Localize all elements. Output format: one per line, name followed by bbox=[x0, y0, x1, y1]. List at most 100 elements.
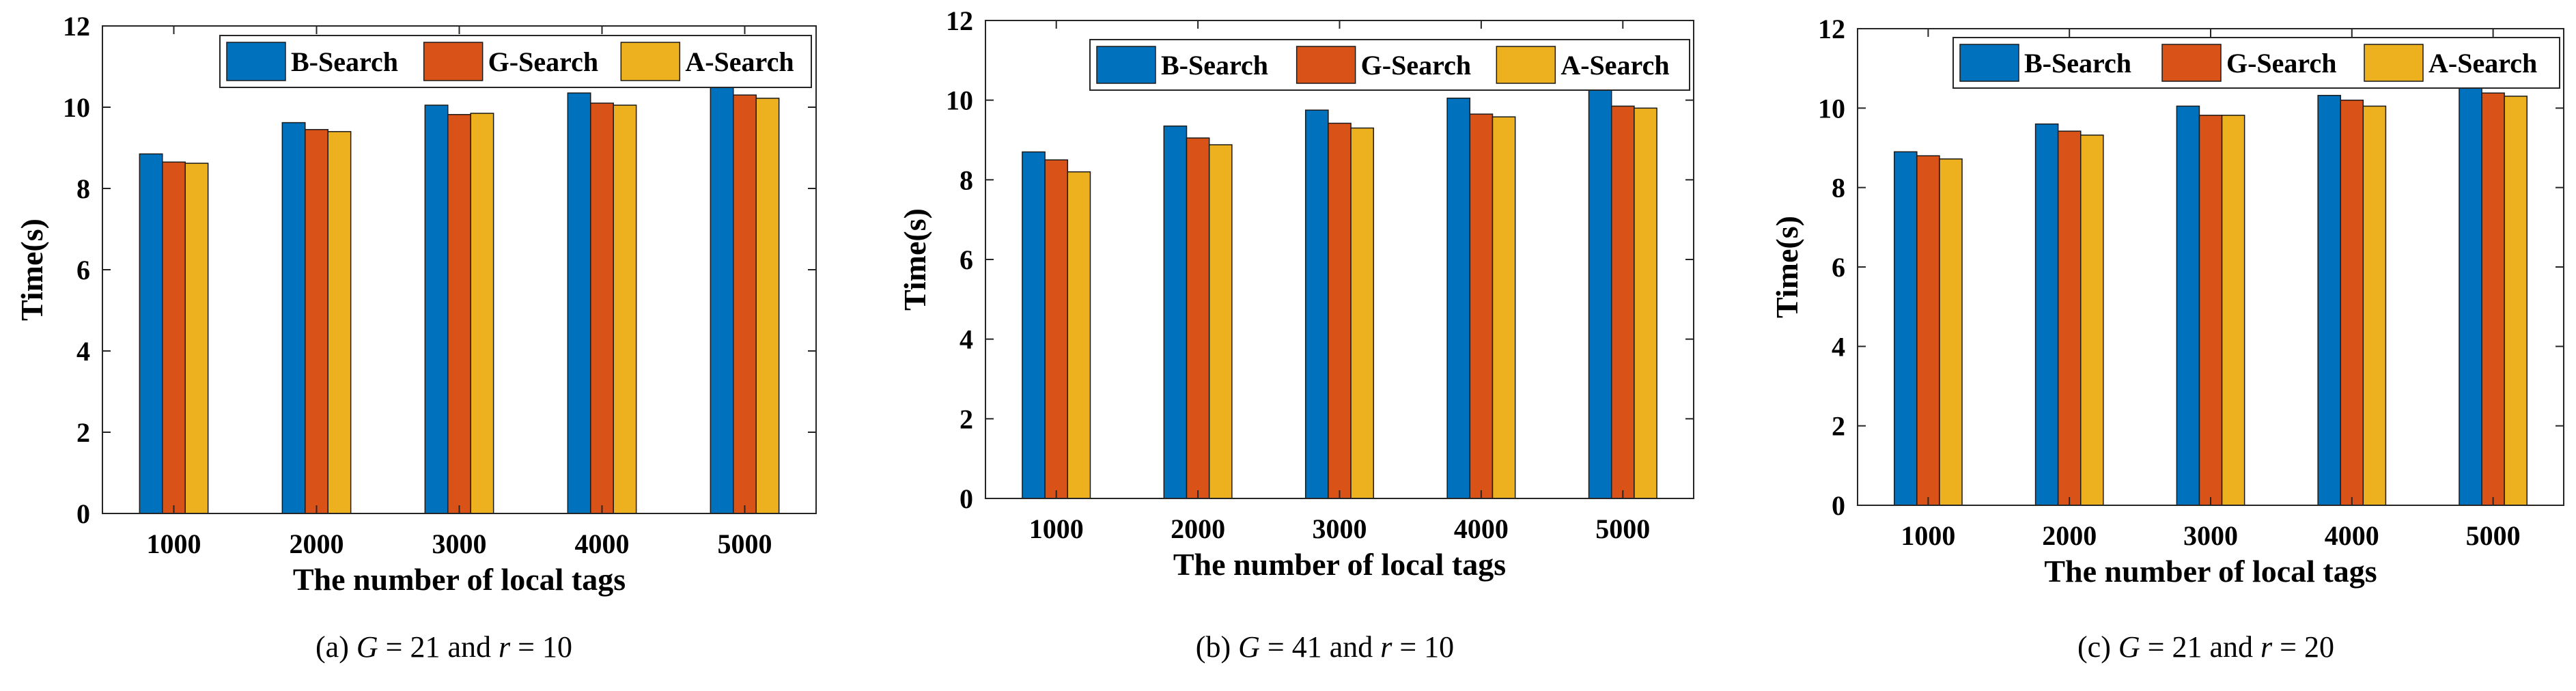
bar-a-search-2000 bbox=[327, 130, 352, 514]
bar-g-search-1000 bbox=[1044, 159, 1069, 499]
caption-text: = 10 bbox=[1392, 630, 1454, 664]
legend: B-Search G-Search A-Search bbox=[219, 35, 812, 88]
x-tick-label: 3000 bbox=[432, 528, 487, 559]
bar-a-search-5000 bbox=[755, 98, 780, 514]
caption-text: = 41 and bbox=[1260, 630, 1380, 664]
y-tick-label: 6 bbox=[960, 244, 973, 275]
y-tick-label: 0 bbox=[1832, 490, 1845, 521]
bar-a-search-1000 bbox=[1939, 158, 1963, 506]
bar-b-search-5000 bbox=[1588, 89, 1612, 499]
y-tick-label: 6 bbox=[76, 255, 90, 285]
legend-label-g-search: G-Search bbox=[488, 46, 598, 77]
caption-variable: r bbox=[2260, 630, 2273, 664]
bar-a-search-1000 bbox=[1067, 171, 1091, 499]
x-tick-label: 1000 bbox=[147, 528, 201, 559]
x-axis-label: The number of local tags bbox=[2044, 554, 2377, 589]
y-tick-label: 0 bbox=[76, 498, 90, 529]
bar-a-search-4000 bbox=[1492, 116, 1516, 499]
bar-b-search-5000 bbox=[2459, 83, 2482, 506]
y-tick-label: 10 bbox=[63, 92, 90, 123]
x-tick-label: 4000 bbox=[2325, 520, 2379, 551]
x-tick-label: 4000 bbox=[1454, 513, 1509, 544]
bar-b-search-1000 bbox=[1022, 151, 1046, 499]
x-tick-label: 1000 bbox=[1901, 520, 1955, 551]
x-tick-label: 5000 bbox=[718, 528, 772, 559]
bar-b-search-3000 bbox=[2176, 105, 2200, 506]
legend: B-Search G-Search A-Search bbox=[1952, 37, 2560, 89]
chart-panel-3: 0 2 4 6 8 10 12 1000 2000 3000 4000 5000 B-Search G-S… bbox=[1769, 14, 2564, 664]
bar-g-search-4000 bbox=[590, 102, 614, 514]
x-tick-label: 2000 bbox=[290, 528, 344, 559]
legend-label-g-search: G-Search bbox=[2226, 48, 2336, 79]
y-tick-label: 12 bbox=[1818, 14, 1845, 44]
caption-text: (c) bbox=[2077, 630, 2118, 664]
legend-swatch-a-search bbox=[620, 42, 681, 81]
y-tick-label: 10 bbox=[1818, 93, 1845, 124]
legend-swatch-b-search bbox=[1959, 44, 2019, 82]
bar-a-search-2000 bbox=[1208, 144, 1233, 499]
x-tick-label: 3000 bbox=[2183, 520, 2238, 551]
bar-b-search-5000 bbox=[710, 82, 734, 514]
legend: B-Search G-Search A-Search bbox=[1089, 39, 1690, 91]
x-tick-label: 4000 bbox=[575, 528, 630, 559]
x-tick-label: 2000 bbox=[2042, 520, 2097, 551]
caption-variable: r bbox=[1380, 630, 1392, 664]
subfigure-caption: (a) G = 21 and r = 10 bbox=[316, 630, 572, 664]
bar-a-search-3000 bbox=[470, 113, 494, 514]
legend-label-g-search: G-Search bbox=[1361, 50, 1471, 81]
caption-text: (a) bbox=[316, 630, 356, 664]
y-tick-label: 8 bbox=[960, 165, 973, 195]
bar-g-search-2000 bbox=[305, 128, 328, 514]
x-tick-label: 5000 bbox=[2466, 520, 2521, 551]
legend-label-a-search: A-Search bbox=[685, 46, 794, 77]
x-tick-label: 2000 bbox=[1171, 513, 1225, 544]
plot-frame bbox=[102, 25, 817, 514]
plot-frame bbox=[985, 20, 1694, 499]
bar-b-search-4000 bbox=[2317, 94, 2342, 506]
caption-variable: G bbox=[2118, 630, 2140, 664]
y-tick-label: 4 bbox=[1832, 331, 1845, 362]
legend-box bbox=[219, 35, 812, 88]
y-tick-label: 10 bbox=[946, 85, 973, 116]
legend-swatch-b-search bbox=[1096, 46, 1156, 84]
legend-label-a-search: A-Search bbox=[1560, 50, 1669, 81]
bar-a-search-2000 bbox=[2080, 135, 2104, 506]
y-tick-label: 2 bbox=[1832, 411, 1845, 442]
caption-variable: r bbox=[499, 630, 511, 664]
bar-b-search-4000 bbox=[1446, 98, 1471, 499]
x-axis-label: The number of local tags bbox=[1173, 547, 1506, 582]
caption-variable: G bbox=[1238, 630, 1260, 664]
bar-g-search-4000 bbox=[1469, 113, 1494, 499]
x-axis-label: The number of local tags bbox=[293, 562, 626, 597]
chart-panel-2: 0 2 4 6 8 10 12 1000 2000 3000 4000 5000 B-Search G-S… bbox=[897, 5, 1694, 664]
x-tick-label: 3000 bbox=[1313, 513, 1367, 544]
bar-g-search-2000 bbox=[2057, 130, 2082, 506]
legend-swatch-g-search bbox=[2161, 44, 2222, 82]
legend-swatch-a-search bbox=[2364, 44, 2424, 82]
subfigure-caption: (b) G = 41 and r = 10 bbox=[1196, 630, 1454, 664]
y-tick-label: 12 bbox=[946, 5, 973, 36]
bar-g-search-5000 bbox=[2481, 92, 2505, 506]
bar-b-search-1000 bbox=[139, 153, 163, 514]
legend-swatch-g-search bbox=[423, 42, 484, 81]
y-tick-label: 4 bbox=[960, 324, 973, 355]
legend-box bbox=[1089, 39, 1690, 91]
legend-label-b-search: B-Search bbox=[291, 46, 398, 77]
y-tick-label: 2 bbox=[76, 417, 90, 448]
bar-a-search-4000 bbox=[2362, 105, 2387, 506]
y-axis-label: Time(s) bbox=[14, 218, 49, 321]
bar-a-search-5000 bbox=[1634, 107, 1657, 499]
bar-g-search-1000 bbox=[162, 161, 186, 514]
caption-text: = 20 bbox=[2272, 630, 2334, 664]
bar-b-search-3000 bbox=[424, 104, 449, 514]
bar-b-search-2000 bbox=[1163, 125, 1188, 499]
y-axis-label: Time(s) bbox=[897, 208, 932, 311]
legend-label-b-search: B-Search bbox=[2024, 48, 2131, 79]
caption-text: = 21 and bbox=[378, 630, 499, 664]
bar-a-search-4000 bbox=[613, 104, 637, 514]
bar-b-search-1000 bbox=[1894, 151, 1918, 506]
legend-label-a-search: A-Search bbox=[2428, 48, 2537, 79]
bar-g-search-3000 bbox=[1328, 122, 1352, 499]
legend-swatch-a-search bbox=[1496, 46, 1556, 84]
